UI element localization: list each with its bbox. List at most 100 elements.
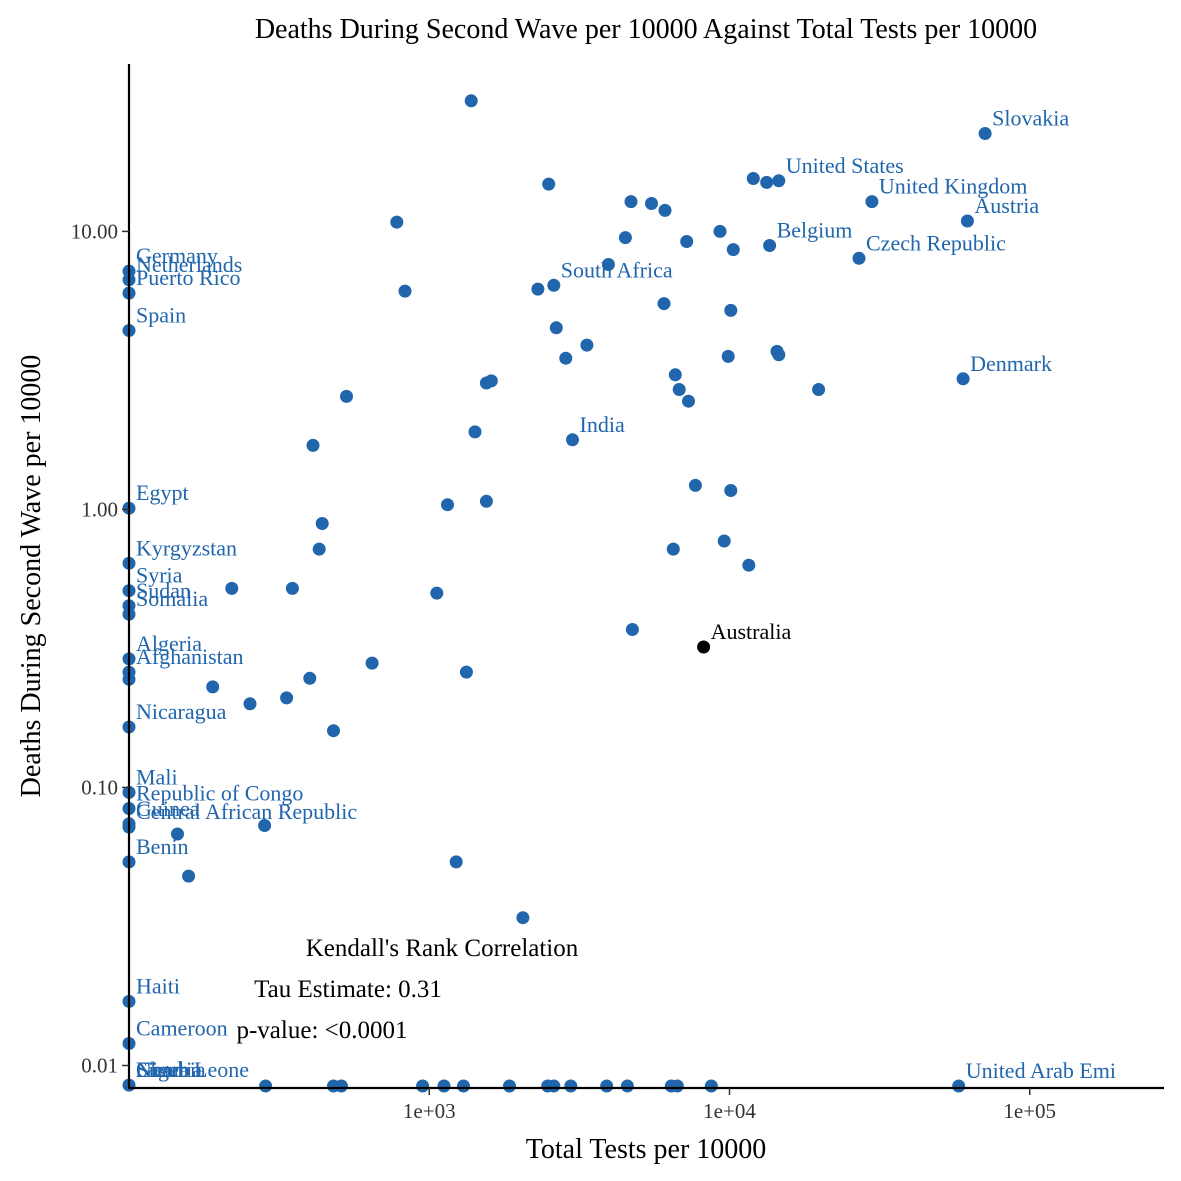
point-label: Cameroon <box>136 1016 228 1041</box>
point-label: Niger <box>136 1057 187 1082</box>
data-point <box>516 911 530 925</box>
point-label: Nicaragua <box>136 699 227 724</box>
data-point <box>717 534 731 548</box>
data-point <box>721 349 735 363</box>
x-axis-ticks: 1e+03 1e+04 1e+05 <box>403 1088 1056 1123</box>
point-label: Austria <box>974 193 1039 218</box>
correlation-annotation: Kendall's Rank Correlation Tau Estimate:… <box>236 935 578 1044</box>
point-label: Egypt <box>136 480 189 505</box>
point-label: Slovakia <box>992 106 1069 131</box>
data-point <box>259 1079 273 1093</box>
data-point <box>564 1079 578 1093</box>
data-point <box>484 374 498 388</box>
data-point <box>547 1079 561 1093</box>
data-point <box>865 195 879 209</box>
point-label: Netherlands <box>136 252 242 277</box>
data-point <box>746 172 760 185</box>
point-label: Somalia <box>136 586 208 611</box>
data-point <box>956 372 970 386</box>
point-label: United States <box>786 153 904 178</box>
point-label: Germany <box>136 243 218 268</box>
data-point <box>390 215 404 229</box>
data-point <box>182 869 196 883</box>
point-label: Sierra Leone <box>136 1057 249 1082</box>
data-point <box>327 724 340 738</box>
point-label: Sudan <box>136 578 191 603</box>
y-tick-label: 0.10 <box>81 775 118 799</box>
data-point <box>772 174 786 188</box>
point-label: Gambia <box>136 1057 206 1082</box>
point-label: Central African Republic <box>136 799 357 824</box>
data-point <box>437 1079 451 1093</box>
x-tick-label: 1e+05 <box>1003 1099 1056 1123</box>
point-label: Puerto Rico <box>136 265 241 290</box>
data-point <box>258 819 272 832</box>
data-point <box>303 671 317 685</box>
point-label: Nigeria <box>136 1057 202 1082</box>
data-point <box>206 680 220 694</box>
data-point <box>680 235 694 248</box>
data-point <box>315 517 329 530</box>
x-tick-label: 1e+04 <box>703 1099 756 1123</box>
data-point <box>763 239 777 252</box>
data-point <box>600 1079 614 1093</box>
data-point <box>549 321 563 335</box>
data-point <box>243 697 257 711</box>
point-label: Kyrgyzstan <box>136 535 237 560</box>
data-point <box>340 389 353 403</box>
point-label: Belgium <box>777 218 853 243</box>
data-point <box>978 127 992 140</box>
data-point <box>704 1079 718 1093</box>
data-point-highlight <box>697 640 711 654</box>
data-point <box>724 303 738 317</box>
data-point <box>620 1079 634 1093</box>
data-point <box>670 1079 684 1093</box>
point-label: Czech Republic <box>866 230 1006 255</box>
data-point <box>566 433 579 447</box>
point-label: Mali <box>136 764 178 789</box>
data-point <box>306 438 320 452</box>
data-point <box>580 338 594 352</box>
point-label: Haiti <box>136 973 180 998</box>
data-point <box>559 351 573 365</box>
data-point <box>441 498 454 512</box>
data-point <box>852 251 866 265</box>
data-point <box>682 394 695 408</box>
data-point <box>280 691 294 705</box>
point-label: Syria <box>136 563 183 588</box>
data-point <box>812 383 826 396</box>
data-point <box>960 214 974 228</box>
point-label: India <box>580 412 625 437</box>
annotation-title: Kendall's Rank Correlation <box>306 935 579 962</box>
data-point <box>601 258 615 271</box>
y-axis-title: Deaths During Second Wave per 10000 <box>16 355 47 798</box>
data-point <box>760 175 774 189</box>
y-axis-ticks: 0.01 0.10 1.00 10.00 <box>71 219 129 1078</box>
data-point <box>449 855 463 869</box>
y-tick-label: 1.00 <box>81 497 118 521</box>
x-tick-label: 1e+03 <box>403 1099 456 1123</box>
point-label: Spain <box>136 303 186 328</box>
data-point <box>398 284 412 298</box>
data-point <box>503 1079 516 1093</box>
data-point <box>312 542 326 556</box>
data-point <box>668 368 682 382</box>
data-point <box>952 1079 966 1093</box>
point-label: Guinea <box>136 796 200 821</box>
data-point <box>334 1079 348 1093</box>
point-label: Afghanistan <box>136 644 244 669</box>
data-point <box>672 383 686 396</box>
data-point <box>645 197 658 210</box>
data-point <box>457 1079 470 1093</box>
data-point <box>658 203 672 217</box>
x-axis-title: Total Tests per 10000 <box>526 1134 767 1165</box>
y-tick-label: 10.00 <box>71 219 118 243</box>
point-label: United Arab Emi <box>966 1058 1116 1083</box>
point-label: Algeria <box>136 631 202 656</box>
data-point <box>464 94 478 108</box>
data-point <box>171 827 184 841</box>
y-tick-label: 0.01 <box>81 1054 118 1078</box>
